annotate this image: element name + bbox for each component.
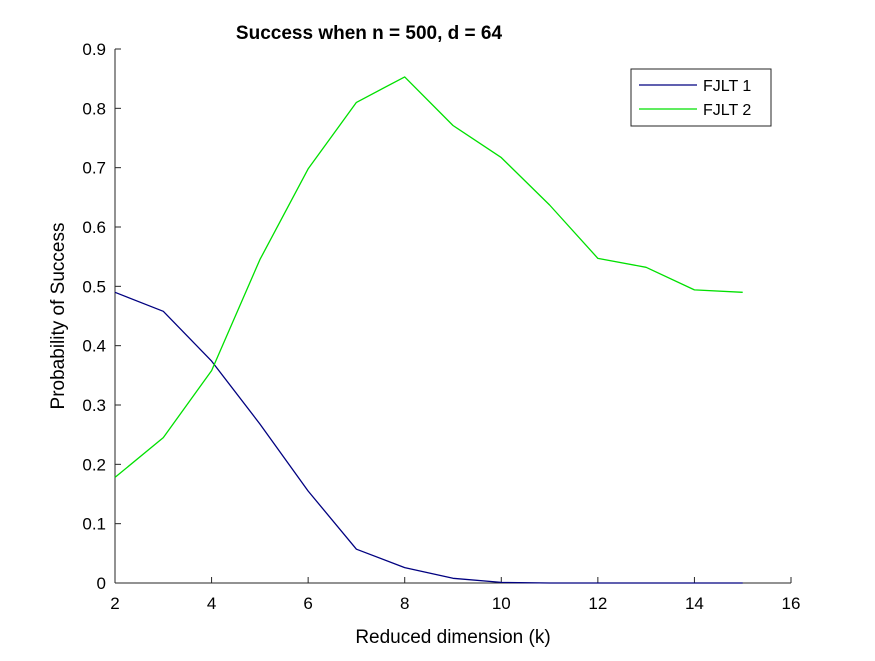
x-tick-label: 14 [685,594,704,613]
x-tick-label: 12 [588,594,607,613]
y-tick-label: 0.1 [82,515,106,534]
legend-label-1: FJLT 1 [703,78,751,95]
series-line-2 [114,76,743,478]
x-tick-label: 2 [110,594,119,613]
axes: 2 4 6 8 10 12 14 16 0 0.1 0.2 0.3 0.4 0.5 0.6 0.7 0.8 0.9 [82,40,800,613]
x-tick-label: 10 [492,594,511,613]
y-tick-label: 0 [97,574,106,593]
y-tick-label: 0.9 [82,40,106,59]
legend: FJLT 1 FJLT 2 [630,68,772,127]
y-tick-label: 0.3 [82,396,106,415]
x-tick-label: 8 [400,594,409,613]
y-tick-label: 0.8 [82,99,106,118]
y-tick-label: 0.4 [82,337,106,356]
y-tick-label: 0.5 [82,277,106,296]
x-axis-title: Reduced dimension (k) [355,627,550,648]
y-tick-label: 0.6 [82,218,106,237]
x-tick-label: 4 [207,594,216,613]
y-axis-title: Probability of Success [48,223,69,410]
x-tick-label: 6 [303,594,312,613]
x-tick-label: 16 [782,594,801,613]
y-tick-label: 0.2 [82,455,106,474]
y-tick-label: 0.7 [82,159,106,178]
series-line-1 [114,291,743,584]
legend-label-2: FJLT 2 [703,102,751,119]
legend-box [630,68,772,127]
series-lines [114,76,743,584]
chart-title: Success when n = 500, d = 64 [236,23,503,44]
